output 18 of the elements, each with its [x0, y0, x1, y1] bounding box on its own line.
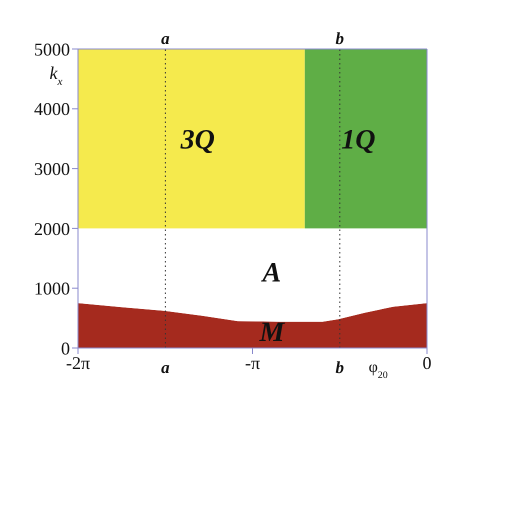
x-tick-label: 0 [422, 352, 432, 373]
series-label: 3Q [180, 124, 215, 156]
series-label: M [258, 317, 286, 348]
ref-line-label: a [161, 29, 170, 48]
y-axis-title: k$_{x}$ [50, 63, 63, 88]
y-tick-label: 5000 [34, 39, 70, 60]
text: a [161, 358, 170, 377]
x-axis-title: φ$_{20}$ [368, 359, 388, 380]
series-label: 1Q [341, 124, 376, 156]
y-tick-label: 2000 [34, 218, 70, 239]
y-tick-label: 3000 [34, 158, 70, 179]
text: b [336, 358, 344, 377]
y-tick-label: 1000 [34, 278, 70, 299]
x-tick-label: -π [244, 352, 260, 373]
ref-line-label: b [336, 29, 344, 48]
y-tick-label: 4000 [34, 99, 70, 120]
y-tick-label: 0 [61, 338, 70, 358]
series-label: A [260, 257, 282, 288]
